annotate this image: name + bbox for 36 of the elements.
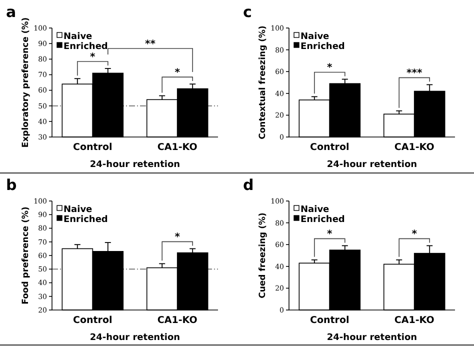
chart-title: b xyxy=(6,176,17,194)
x-tick-label: Control xyxy=(73,142,112,153)
x-tick-label: Control xyxy=(310,142,350,153)
x-tick-label: Control xyxy=(73,315,112,326)
annotation: * xyxy=(174,68,181,79)
legend-label: Naive xyxy=(300,32,330,42)
annotation: *** xyxy=(406,68,423,80)
legend-label: Naive xyxy=(64,32,92,42)
x-axis-title: 24-hour retention xyxy=(90,333,180,343)
annotation: ** xyxy=(145,38,156,50)
x-axis-title: 24-hour retention xyxy=(90,160,180,170)
annotation: * xyxy=(90,52,96,63)
x-tick-label: CA1-KO xyxy=(394,315,434,326)
x-axis-title: 24-hour retention xyxy=(326,160,418,170)
annotation: * xyxy=(174,232,181,244)
chart-title: d xyxy=(243,176,254,194)
legend-label: Naive xyxy=(64,205,92,216)
annotation: * xyxy=(327,229,334,240)
annotation: * xyxy=(327,62,334,74)
legend-label: Enriched xyxy=(64,215,108,226)
annotation: * xyxy=(412,229,418,240)
legend-label: Enriched xyxy=(300,42,345,52)
x-axis-title: 24-hour retention xyxy=(326,333,418,343)
x-tick-label: Control xyxy=(310,315,350,326)
y-axis-title: Food preference (%) xyxy=(21,206,31,304)
y-axis-title: Exploratory preference (%) xyxy=(21,17,31,148)
legend-label: Naive xyxy=(300,205,330,216)
chart-title: a xyxy=(6,3,16,21)
chart-title: c xyxy=(243,3,252,21)
legend-label: Enriched xyxy=(64,42,108,52)
x-tick-label: CA1-KO xyxy=(157,142,198,153)
legend-label: Enriched xyxy=(300,215,345,226)
y-axis-title: Cued freezing (%) xyxy=(258,212,268,298)
x-tick-label: CA1-KO xyxy=(157,315,198,326)
x-tick-label: CA1-KO xyxy=(394,142,434,153)
y-axis-title: Contextual freezing (%) xyxy=(258,25,268,140)
